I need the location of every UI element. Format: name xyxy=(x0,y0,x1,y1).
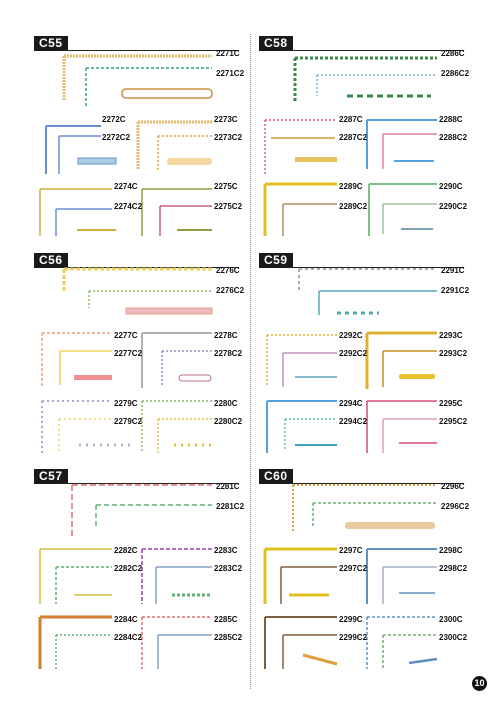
page-number: 10 xyxy=(472,676,487,691)
item-label: 2276C xyxy=(216,266,240,275)
section-code: C57 xyxy=(34,469,68,484)
item-label: 2286C xyxy=(441,49,465,58)
item-label: 2283C xyxy=(214,546,238,555)
section-c59: C59 2291C 2291C2 2292C 2292C2 2293C 2293… xyxy=(259,253,469,463)
section-c58: C58 2286C 2286C2 2287C 2287C2 2288C 2288… xyxy=(259,36,469,246)
item-label: 2277C2 xyxy=(114,349,143,358)
section-rule xyxy=(58,483,239,484)
item-label: 2292C xyxy=(339,331,363,340)
item-label: 2290C2 xyxy=(439,202,468,211)
item-label: 2287C xyxy=(339,115,363,124)
item-label: 2296C2 xyxy=(441,502,470,511)
frame-illustrations xyxy=(263,484,438,669)
item-label: 2282C xyxy=(114,546,138,555)
item-label: 2299C xyxy=(339,615,363,624)
section-c60: C60 2296C 2296C2 2297C 2297C2 2298C 2298… xyxy=(259,469,469,679)
item-label: 2295C2 xyxy=(439,417,468,426)
section-c55: C55 2271C 2271C2 2272C 2272C2 2273C 2273… xyxy=(34,36,244,246)
item-label: 2276C2 xyxy=(216,286,245,295)
item-label: 2280C2 xyxy=(214,417,243,426)
frame-illustrations xyxy=(38,484,212,669)
item-label: 2277C xyxy=(114,331,138,340)
item-label: 2300C xyxy=(439,615,463,624)
item-label: 2293C xyxy=(439,331,463,340)
item-label: 2299C2 xyxy=(339,633,368,642)
item-label: 2279C2 xyxy=(114,417,143,426)
section-code: C56 xyxy=(34,253,68,268)
section-code: C58 xyxy=(259,36,293,51)
item-label: 2294C xyxy=(339,399,363,408)
item-label: 2298C2 xyxy=(439,564,468,573)
item-label: 2286C2 xyxy=(441,69,470,78)
column-divider xyxy=(250,34,251,689)
item-label: 2284C xyxy=(114,615,138,624)
item-label: 2288C2 xyxy=(439,133,468,142)
item-label: 2296C xyxy=(441,482,465,491)
section-c56: C56 2276C 2276C2 2277C 2277C2 2278C 2278… xyxy=(34,253,244,463)
item-label: 2300C2 xyxy=(439,633,468,642)
item-label: 2297C xyxy=(339,546,363,555)
item-label: 2272C xyxy=(102,115,126,124)
item-label: 2289C2 xyxy=(339,202,368,211)
item-label: 2282C2 xyxy=(114,564,143,573)
item-label: 2275C xyxy=(214,182,238,191)
item-label: 2271C2 xyxy=(216,69,245,78)
item-label: 2288C xyxy=(439,115,463,124)
section-code: C60 xyxy=(259,469,293,484)
item-label: 2294C2 xyxy=(339,417,368,426)
section-rule xyxy=(283,267,464,268)
item-label: 2285C2 xyxy=(214,633,243,642)
item-label: 2292C2 xyxy=(339,349,368,358)
item-label: 2274C xyxy=(114,182,138,191)
item-label: 2289C xyxy=(339,182,363,191)
item-label: 2280C xyxy=(214,399,238,408)
item-label: 2298C xyxy=(439,546,463,555)
item-label: 2279C xyxy=(114,399,138,408)
section-rule xyxy=(283,50,464,51)
item-label: 2295C xyxy=(439,399,463,408)
item-label: 2275C2 xyxy=(214,202,243,211)
frame-illustrations xyxy=(266,268,437,453)
item-label: 2297C2 xyxy=(339,564,368,573)
item-label: 2274C2 xyxy=(114,202,143,211)
item-label: 2283C2 xyxy=(214,564,243,573)
frame-illustrations xyxy=(263,56,437,236)
item-label: 2278C2 xyxy=(214,349,243,358)
item-label: 2291C xyxy=(441,266,465,275)
frame-illustrations xyxy=(41,267,213,453)
item-label: 2281C xyxy=(216,482,240,491)
item-label: 2284C2 xyxy=(114,633,143,642)
section-rule xyxy=(58,50,239,51)
item-label: 2290C xyxy=(439,182,463,191)
item-label: 2271C xyxy=(216,49,240,58)
section-c57: C57 2281C 2281C2 2282C 2282C2 2283C 2283… xyxy=(34,469,244,679)
section-rule xyxy=(283,483,464,484)
item-label: 2272C2 xyxy=(102,133,131,142)
item-label: 2278C xyxy=(214,331,238,340)
item-label: 2285C xyxy=(214,615,238,624)
section-code: C59 xyxy=(259,253,293,268)
section-code: C55 xyxy=(34,36,68,51)
item-label: 2293C2 xyxy=(439,349,468,358)
frame-illustrations xyxy=(39,54,213,236)
item-label: 2291C2 xyxy=(441,286,470,295)
item-label: 2273C2 xyxy=(214,133,243,142)
item-label: 2287C2 xyxy=(339,133,368,142)
item-label: 2281C2 xyxy=(216,502,245,511)
item-label: 2273C xyxy=(214,115,238,124)
